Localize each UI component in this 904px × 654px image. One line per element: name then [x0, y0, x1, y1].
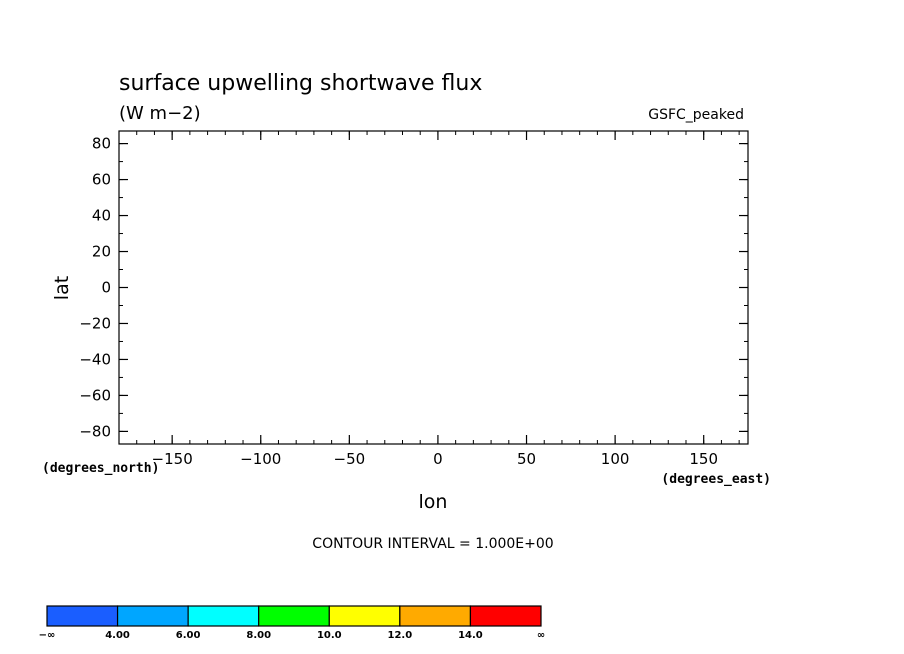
x-tick-label: 0: [433, 450, 443, 468]
colorbar-label: ∞: [537, 630, 545, 641]
contour-interval-label: CONTOUR INTERVAL = 1.000E+00: [312, 536, 553, 552]
x-tick-label: 50: [517, 450, 536, 468]
colorbar: −∞ 4.00 6.00 8.00 10.0 12.0 14.0 ∞: [39, 605, 545, 641]
y-tick-label: −20: [79, 314, 111, 332]
colorbar-label: 12.0: [388, 630, 413, 641]
y-axis-label: lat: [51, 276, 73, 300]
colorbar-swatch: [258, 605, 330, 627]
units-label: (W m−2): [119, 103, 201, 124]
colorbar-label: 6.00: [176, 630, 201, 641]
x-units-label: (degrees_east): [661, 472, 771, 487]
colorbar-label: 4.00: [105, 630, 130, 641]
colorbar-swatch: [399, 605, 472, 627]
colorbar-swatch: [187, 605, 260, 627]
colorbar-swatch: [116, 605, 189, 627]
y-units-label: (degrees_north): [42, 461, 159, 476]
y-tick-label: 0: [101, 279, 111, 297]
x-tick-label: 150: [689, 450, 718, 468]
y-axis: 80 60 40 20 0 −20 −40 −60 −80: [79, 135, 748, 440]
colorbar-label: 14.0: [458, 630, 483, 641]
colorbar-swatch: [469, 605, 542, 627]
colorbar-label: 10.0: [317, 630, 342, 641]
x-axis: −150 −100 −50 0 50 100 150: [136, 131, 740, 468]
y-tick-label: 60: [92, 171, 111, 189]
x-axis-label: lon: [419, 491, 448, 513]
dataset-label: GSFC_peaked: [648, 107, 744, 123]
colorbar-label: −∞: [39, 630, 56, 641]
x-tick-label: 100: [601, 450, 630, 468]
colorbar-swatch: [46, 605, 119, 627]
x-tick-label: −150: [152, 450, 193, 468]
y-tick-label: 20: [92, 243, 111, 261]
chart-title: surface upwelling shortwave flux: [119, 71, 482, 96]
y-tick-label: −40: [79, 350, 111, 368]
y-tick-label: −60: [79, 386, 111, 404]
x-tick-label: −50: [334, 450, 366, 468]
y-tick-label: −80: [79, 422, 111, 440]
x-tick-label: −100: [240, 450, 281, 468]
y-tick-label: 80: [92, 135, 111, 153]
colorbar-label: 8.00: [246, 630, 271, 641]
colorbar-swatch: [328, 605, 401, 627]
plot-frame: [118, 130, 749, 445]
y-tick-label: 40: [92, 207, 111, 225]
